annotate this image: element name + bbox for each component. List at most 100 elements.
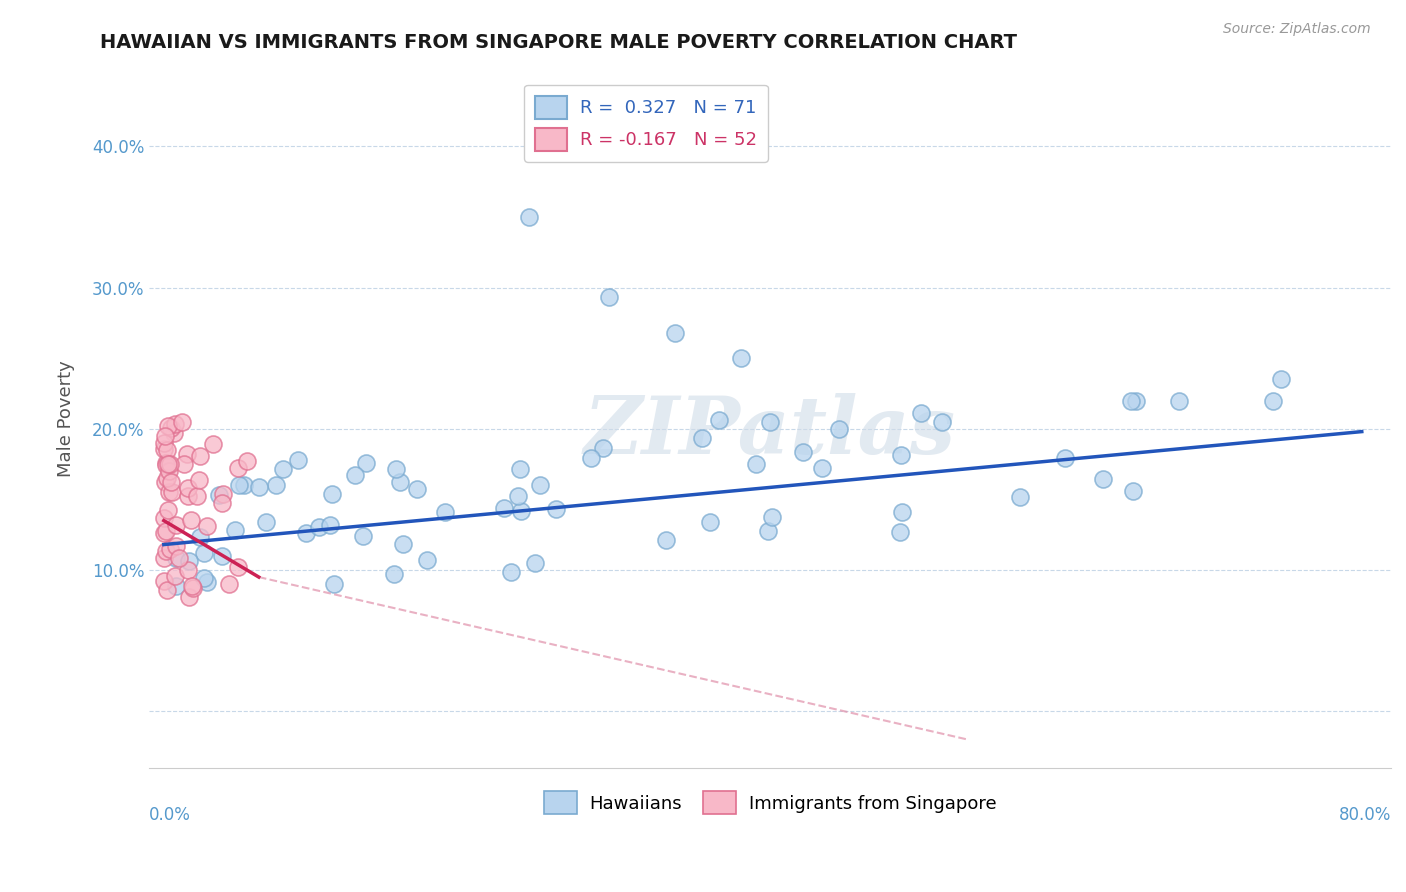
Point <box>211 549 233 564</box>
Point <box>201 436 224 450</box>
Point <box>295 526 318 541</box>
Point <box>157 464 180 478</box>
Point <box>828 422 851 436</box>
Point <box>173 458 195 472</box>
Y-axis label: Male Poverty: Male Poverty <box>58 359 75 476</box>
Point <box>172 415 194 429</box>
Point <box>155 475 177 489</box>
Point <box>761 509 783 524</box>
Point <box>699 515 721 529</box>
Point <box>354 456 377 470</box>
Point <box>162 426 184 441</box>
Point <box>759 415 782 429</box>
Point <box>188 529 211 543</box>
Point <box>212 487 235 501</box>
Point <box>177 591 200 605</box>
Point <box>730 351 752 366</box>
Point <box>510 504 533 518</box>
Point <box>499 565 522 579</box>
Point <box>271 462 294 476</box>
Point <box>159 542 181 557</box>
Point <box>232 478 254 492</box>
Point <box>177 563 200 577</box>
Point <box>157 457 180 471</box>
Point <box>352 529 374 543</box>
Point <box>910 406 932 420</box>
Point <box>598 290 620 304</box>
Point <box>323 576 346 591</box>
Text: Source: ZipAtlas.com: Source: ZipAtlas.com <box>1223 22 1371 37</box>
Point <box>156 442 179 457</box>
Point <box>889 524 911 539</box>
Point <box>186 490 208 504</box>
Point <box>745 457 768 471</box>
Point <box>159 457 181 471</box>
Point <box>153 574 176 589</box>
Point <box>321 487 343 501</box>
Point <box>494 500 516 515</box>
Point <box>406 482 429 496</box>
Point <box>1167 393 1189 408</box>
Point <box>392 537 415 551</box>
Point <box>264 478 287 492</box>
Point <box>416 553 439 567</box>
Point <box>165 579 187 593</box>
Point <box>509 462 531 476</box>
Point <box>155 458 177 472</box>
Point <box>247 479 270 493</box>
Point <box>176 447 198 461</box>
Text: ZIPatlas: ZIPatlas <box>583 393 956 471</box>
Point <box>155 429 177 443</box>
Text: HAWAIIAN VS IMMIGRANTS FROM SINGAPORE MALE POVERTY CORRELATION CHART: HAWAIIAN VS IMMIGRANTS FROM SINGAPORE MA… <box>100 33 1017 52</box>
Point <box>1092 471 1115 485</box>
Point <box>153 442 176 456</box>
Point <box>1054 451 1077 466</box>
Point <box>524 556 547 570</box>
Point <box>177 481 200 495</box>
Point <box>385 461 408 475</box>
Point <box>228 478 250 492</box>
Point <box>153 551 176 566</box>
Point <box>190 450 212 464</box>
Point <box>156 583 179 598</box>
Point <box>153 511 176 525</box>
Point <box>159 421 181 435</box>
Point <box>226 560 249 574</box>
Point <box>931 415 953 429</box>
Point <box>529 478 551 492</box>
Point <box>153 436 176 450</box>
Point <box>165 517 187 532</box>
Point <box>156 419 179 434</box>
Point <box>1122 483 1144 498</box>
Point <box>1261 393 1284 408</box>
Point <box>592 441 614 455</box>
Point <box>756 524 779 538</box>
Point <box>208 488 231 502</box>
Point <box>165 551 187 566</box>
Point <box>664 326 686 340</box>
Point <box>156 471 179 485</box>
Legend: Hawaiians, Immigrants from Singapore: Hawaiians, Immigrants from Singapore <box>537 784 1004 822</box>
Point <box>891 505 914 519</box>
Point <box>180 513 202 527</box>
Point <box>343 467 366 482</box>
Point <box>165 417 187 431</box>
Point <box>506 489 529 503</box>
Point <box>287 453 309 467</box>
Text: 80.0%: 80.0% <box>1339 806 1391 824</box>
Point <box>1010 490 1032 504</box>
Point <box>1270 372 1292 386</box>
Point <box>155 456 177 470</box>
Point <box>1125 393 1147 408</box>
Point <box>160 475 183 489</box>
Point <box>517 210 540 224</box>
Point <box>690 431 713 445</box>
Point <box>434 505 457 519</box>
Point <box>707 413 730 427</box>
Point <box>193 546 215 560</box>
Point <box>157 502 180 516</box>
Point <box>195 574 218 589</box>
Point <box>155 543 177 558</box>
Point <box>224 523 246 537</box>
Point <box>654 533 676 547</box>
